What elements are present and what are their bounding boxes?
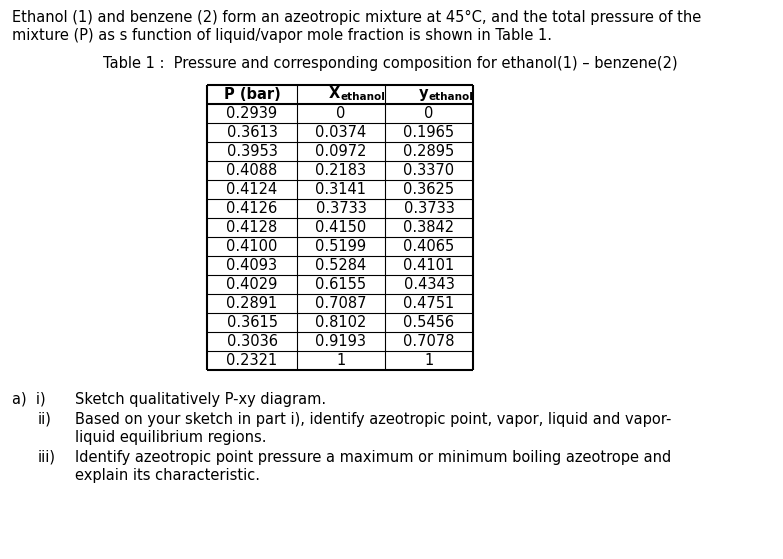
Text: 0.3953: 0.3953 [226,144,277,159]
Text: ii): ii) [38,412,52,427]
Text: 0.2895: 0.2895 [403,144,455,159]
Text: mixture (P) as s function of liquid/vapor mole fraction is shown in Table 1.: mixture (P) as s function of liquid/vapo… [12,28,552,43]
Text: ethanol: ethanol [341,92,385,102]
Text: 0.3842: 0.3842 [403,220,455,235]
Text: 0.4093: 0.4093 [226,258,277,273]
Text: 1: 1 [424,353,434,368]
Text: 0.8102: 0.8102 [316,315,366,330]
Text: 0.4124: 0.4124 [226,182,278,197]
Text: 0.7087: 0.7087 [316,296,366,311]
Text: 0.7078: 0.7078 [403,334,455,349]
Text: 0.4088: 0.4088 [226,163,278,178]
Text: 0.5199: 0.5199 [316,239,366,254]
Text: 0: 0 [337,106,345,121]
Text: 0.3733: 0.3733 [403,201,454,216]
Text: ethanol: ethanol [428,92,474,102]
Text: iii): iii) [38,450,56,465]
Text: explain its characteristic.: explain its characteristic. [75,468,260,483]
Text: 0.5284: 0.5284 [316,258,366,273]
Text: 0.3613: 0.3613 [226,125,277,140]
Text: 0.2939: 0.2939 [226,106,277,121]
Text: 0.3615: 0.3615 [226,315,277,330]
Text: Ethanol (1) and benzene (2) form an azeotropic mixture at 45°C, and the total pr: Ethanol (1) and benzene (2) form an azeo… [12,10,702,25]
Text: 1: 1 [337,353,345,368]
Text: 0.3733: 0.3733 [316,201,366,216]
Text: Table 1 :  Pressure and corresponding composition for ethanol(1) – benzene(2): Table 1 : Pressure and corresponding com… [103,56,677,71]
Text: 0.4101: 0.4101 [403,258,455,273]
Text: Based on your sketch in part i), identify azeotropic point, vapor, liquid and va: Based on your sketch in part i), identif… [75,412,671,427]
Text: 0.2321: 0.2321 [226,353,278,368]
Text: 0.3370: 0.3370 [403,163,455,178]
Text: 0.4100: 0.4100 [226,239,278,254]
Text: 0.3036: 0.3036 [226,334,277,349]
Text: a)  i): a) i) [12,392,45,407]
Text: y: y [418,86,428,101]
Text: Sketch qualitatively P-xy diagram.: Sketch qualitatively P-xy diagram. [75,392,327,407]
Text: 0.4065: 0.4065 [403,239,455,254]
Text: 0.2183: 0.2183 [316,163,366,178]
Text: 0.3625: 0.3625 [403,182,455,197]
Text: 0.1965: 0.1965 [403,125,455,140]
Text: 0.2891: 0.2891 [226,296,278,311]
Text: 0.6155: 0.6155 [316,277,366,292]
Text: 0.4751: 0.4751 [403,296,455,311]
Text: liquid equilibrium regions.: liquid equilibrium regions. [75,430,266,445]
Text: 0.5456: 0.5456 [403,315,455,330]
Text: 0.3141: 0.3141 [316,182,366,197]
Text: 0.9193: 0.9193 [316,334,366,349]
Text: X: X [329,86,340,101]
Text: 0.4029: 0.4029 [226,277,278,292]
Text: 0.0972: 0.0972 [316,144,366,159]
Text: 0.4126: 0.4126 [226,201,278,216]
Text: Identify azeotropic point pressure a maximum or minimum boiling azeotrope and: Identify azeotropic point pressure a max… [75,450,671,465]
Text: 0: 0 [424,106,434,121]
Text: 0.4150: 0.4150 [316,220,366,235]
Text: P (bar): P (bar) [224,87,280,102]
Text: 0.0374: 0.0374 [316,125,366,140]
Text: 0.4343: 0.4343 [403,277,454,292]
Text: 0.4128: 0.4128 [226,220,278,235]
